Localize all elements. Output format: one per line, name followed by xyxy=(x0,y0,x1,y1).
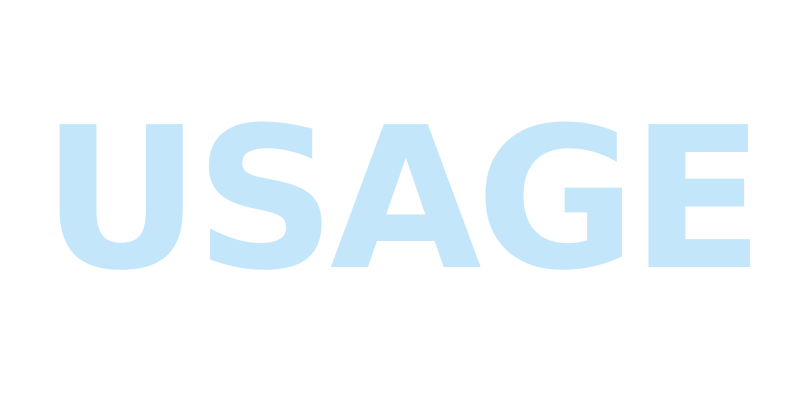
usage-headline: USAGE xyxy=(41,86,765,314)
banner-canvas: USAGE xyxy=(41,86,765,314)
